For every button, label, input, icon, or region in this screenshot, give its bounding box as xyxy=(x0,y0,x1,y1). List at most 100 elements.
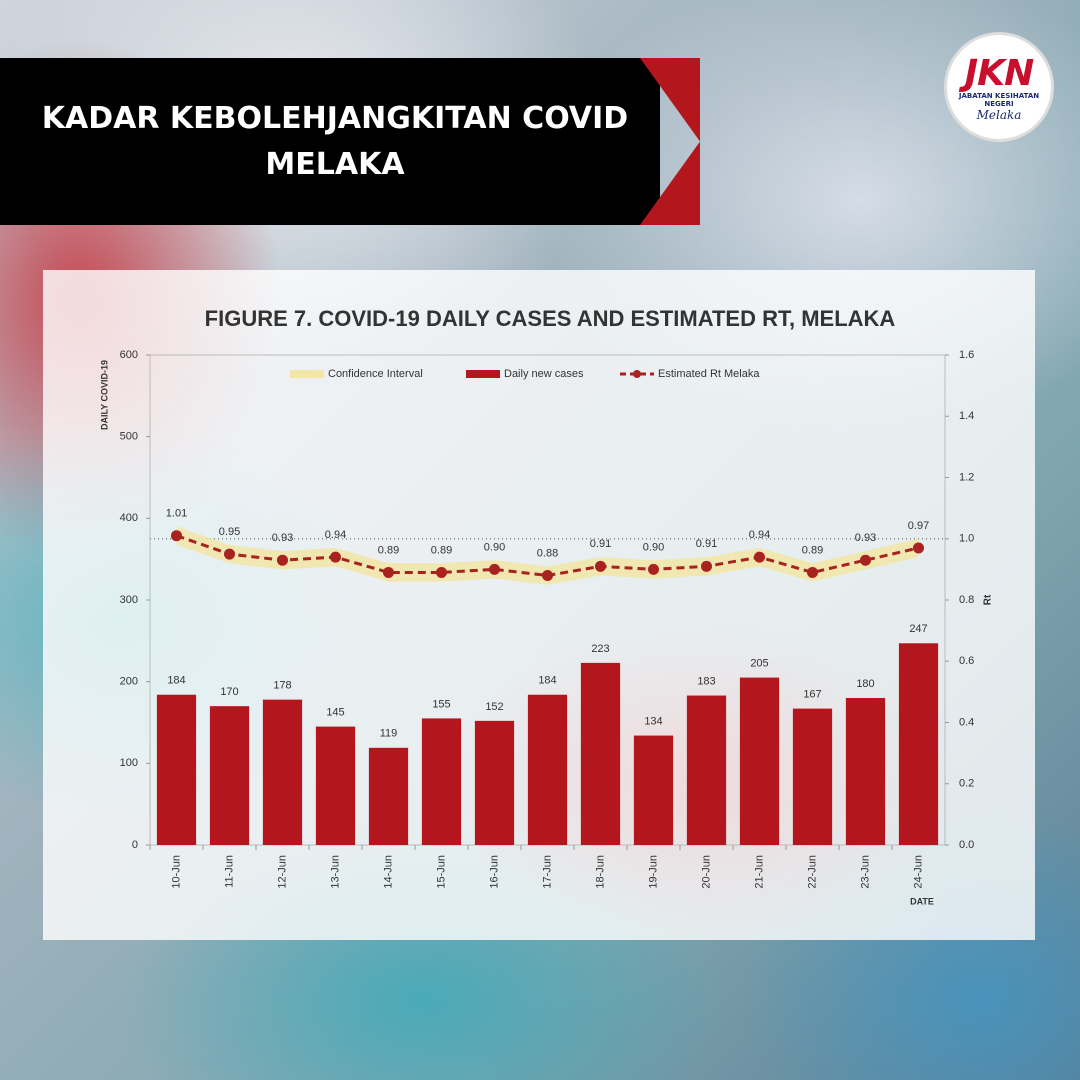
y-tick-label: 500 xyxy=(120,431,138,443)
bar-value-label: 223 xyxy=(591,643,609,655)
logo-mark: JKN xyxy=(964,53,1034,94)
x-tick-label: 11-Jun xyxy=(223,855,235,888)
bar xyxy=(315,726,356,845)
y2-tick-label: 0.2 xyxy=(959,778,974,790)
rt-value-label: 0.95 xyxy=(219,526,240,538)
bar-value-label: 145 xyxy=(326,706,344,718)
bar-value-label: 180 xyxy=(856,678,874,690)
bar-value-label: 205 xyxy=(750,657,768,669)
bar xyxy=(633,735,674,845)
bar-value-label: 184 xyxy=(167,675,185,687)
y-tick-label: 300 xyxy=(120,594,138,606)
legend-label: Estimated Rt Melaka xyxy=(658,368,760,380)
rt-point xyxy=(171,530,182,542)
x-tick-label: 14-Jun xyxy=(382,855,394,889)
bar xyxy=(845,698,886,845)
x-tick-label: 19-Jun xyxy=(647,855,659,889)
bar xyxy=(474,720,515,845)
bar xyxy=(739,677,780,845)
logo-name: JABATAN KESIHATAN NEGERI xyxy=(958,92,1040,108)
rt-point xyxy=(330,551,341,563)
x-axis-label: DATE xyxy=(910,896,934,906)
x-tick-label: 10-Jun xyxy=(170,855,182,889)
bar xyxy=(527,694,568,845)
legend-label: Daily new cases xyxy=(504,368,584,380)
x-tick-label: 13-Jun xyxy=(329,855,341,889)
legend-swatch xyxy=(466,370,500,378)
y-tick-label: 600 xyxy=(120,349,138,361)
y2-tick-label: 0.8 xyxy=(959,594,974,606)
legend-swatch xyxy=(633,370,641,378)
x-tick-label: 16-Jun xyxy=(488,855,500,889)
x-tick-label: 24-Jun xyxy=(912,855,924,889)
rt-point xyxy=(224,548,235,560)
bar xyxy=(209,706,250,845)
bar-value-label: 184 xyxy=(538,675,556,687)
y2-tick-label: 0.0 xyxy=(959,839,974,851)
bar-value-label: 167 xyxy=(803,689,821,701)
rt-point xyxy=(383,566,394,578)
bar-value-label: 119 xyxy=(380,728,398,740)
rt-point xyxy=(277,554,288,566)
x-tick-label: 12-Jun xyxy=(276,855,288,889)
rt-value-label: 0.94 xyxy=(325,529,346,541)
rt-value-label: 0.91 xyxy=(590,538,611,550)
rt-point xyxy=(754,551,765,563)
y2-tick-label: 1.0 xyxy=(959,533,974,545)
bar xyxy=(686,695,727,845)
confidence-band xyxy=(176,526,919,585)
y-tick-label: 0 xyxy=(132,839,138,851)
rt-point xyxy=(648,563,659,575)
rt-value-label: 1.01 xyxy=(166,508,187,520)
rt-value-label: 0.89 xyxy=(802,544,823,556)
bar-value-label: 183 xyxy=(697,675,715,687)
y2-tick-label: 1.2 xyxy=(959,471,974,483)
y2-tick-label: 1.4 xyxy=(959,410,974,422)
bar xyxy=(262,699,303,845)
chart-title: FIGURE 7. COVID-19 DAILY CASES AND ESTIM… xyxy=(205,306,896,331)
legend-swatch xyxy=(290,370,324,378)
y-axis-label: DAILY COVID-19 xyxy=(99,360,109,430)
bar xyxy=(792,708,833,845)
rt-value-label: 0.89 xyxy=(378,544,399,556)
y2-tick-label: 0.6 xyxy=(959,655,974,667)
rt-point xyxy=(913,542,924,554)
rt-value-label: 0.88 xyxy=(537,547,558,559)
rt-value-label: 0.93 xyxy=(855,532,876,544)
x-tick-label: 20-Jun xyxy=(700,855,712,889)
y-tick-label: 100 xyxy=(120,757,138,769)
x-tick-label: 23-Jun xyxy=(859,855,871,889)
x-tick-label: 17-Jun xyxy=(541,855,553,889)
bar xyxy=(156,694,197,845)
rt-point xyxy=(701,560,712,572)
rt-point xyxy=(595,560,606,572)
bar-value-label: 152 xyxy=(485,701,503,713)
x-tick-label: 22-Jun xyxy=(806,855,818,889)
bar xyxy=(421,718,462,845)
rt-value-label: 0.94 xyxy=(749,529,770,541)
x-tick-label: 18-Jun xyxy=(594,855,606,889)
y-tick-label: 400 xyxy=(120,512,138,524)
header-title: KADAR KEBOLEHJANGKITAN COVID MELAKA xyxy=(41,100,629,182)
bar-value-label: 155 xyxy=(432,698,450,710)
rt-point xyxy=(860,554,871,566)
logo: JKN JABATAN KESIHATAN NEGERI Melaka xyxy=(944,32,1054,142)
legend-label: Confidence Interval xyxy=(328,368,423,380)
rt-value-label: 0.90 xyxy=(643,541,664,553)
logo-state: Melaka xyxy=(976,108,1022,122)
x-tick-label: 21-Jun xyxy=(753,855,765,889)
rt-value-label: 0.91 xyxy=(696,538,717,550)
rt-value-label: 0.90 xyxy=(484,541,505,553)
y2-axis-label: Rt xyxy=(983,594,994,605)
bar xyxy=(580,662,621,845)
x-tick-label: 15-Jun xyxy=(435,855,447,889)
bar-value-label: 247 xyxy=(909,623,927,635)
rt-point xyxy=(436,566,447,578)
bar-value-label: 178 xyxy=(273,680,291,692)
rt-value-label: 0.93 xyxy=(272,532,293,544)
rt-point xyxy=(807,566,818,578)
rt-value-label: 0.89 xyxy=(431,544,452,556)
rt-point xyxy=(489,563,500,575)
